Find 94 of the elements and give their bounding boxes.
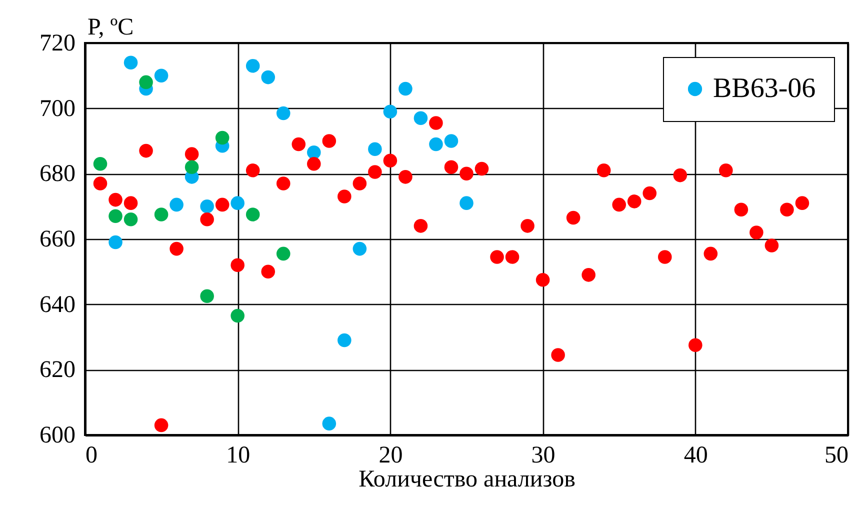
point: [474, 162, 489, 176]
point: [383, 104, 398, 118]
y-tick-label: 640: [40, 292, 76, 318]
point: [154, 68, 168, 83]
point: [215, 198, 230, 212]
point: [322, 134, 336, 148]
point: [460, 196, 474, 210]
y-tick-label: 680: [40, 161, 76, 188]
x-axis-title: Количество анализов: [358, 466, 576, 492]
point: [338, 190, 352, 204]
point: [184, 147, 199, 161]
point: [307, 146, 321, 160]
point: [642, 186, 657, 200]
point: [368, 165, 382, 179]
point: [170, 198, 184, 212]
point: [612, 198, 626, 212]
point: [460, 166, 474, 181]
point: [352, 176, 367, 190]
y-tick-label: 620: [40, 357, 76, 384]
point: [536, 272, 550, 287]
point: [139, 75, 153, 90]
point: [124, 196, 138, 210]
point: [688, 338, 702, 352]
point: [704, 246, 718, 261]
point: [230, 196, 244, 210]
point: [780, 202, 794, 216]
point: [246, 58, 260, 73]
point: [246, 208, 260, 222]
point: [200, 212, 214, 226]
point: [200, 199, 214, 214]
point: [170, 242, 184, 256]
point: [124, 212, 138, 226]
point: [276, 176, 290, 190]
point: [750, 226, 764, 240]
point: [444, 134, 458, 148]
point: [673, 168, 688, 182]
point: [139, 144, 153, 158]
point: [246, 164, 260, 178]
point: [215, 130, 230, 145]
point: [184, 160, 199, 174]
point: [596, 164, 611, 178]
point: [398, 170, 412, 184]
point: [108, 209, 122, 224]
point: [368, 142, 382, 156]
point: [230, 258, 244, 272]
point: [383, 154, 398, 168]
point: [490, 250, 504, 264]
point: [658, 250, 672, 264]
point: [261, 70, 276, 84]
point: [108, 192, 122, 207]
y-axis-title: P, ºC: [88, 14, 134, 40]
point: [307, 156, 321, 171]
point: [93, 156, 108, 171]
point: [276, 246, 290, 261]
point: [292, 137, 306, 152]
x-tick-label: 20: [378, 442, 403, 468]
point: [444, 160, 458, 174]
point: [154, 208, 168, 222]
x-tick-label: 40: [684, 442, 708, 468]
point: [108, 235, 122, 250]
y-tick-label: 600: [40, 422, 76, 448]
y-tick-label: 660: [40, 226, 76, 252]
point: [414, 111, 428, 126]
point: [93, 176, 108, 190]
point: [124, 56, 138, 70]
point: [734, 202, 748, 216]
legend-label: BB63-06: [713, 73, 816, 104]
point: [429, 137, 443, 152]
point: [582, 268, 596, 282]
x-tick-label: 30: [531, 442, 556, 468]
point: [764, 238, 779, 252]
point: [566, 210, 580, 225]
x-tick-label: 10: [226, 442, 250, 468]
point: [398, 82, 412, 96]
point: [338, 333, 352, 348]
point: [429, 116, 443, 130]
x-tick-label: 50: [824, 442, 848, 468]
point: [795, 196, 810, 210]
point: [322, 416, 336, 430]
point: [505, 250, 520, 264]
point: [551, 348, 565, 362]
x-tick-label: 0: [86, 442, 98, 468]
y-tick-label: 720: [40, 30, 76, 56]
y-tick-label: 700: [40, 96, 76, 122]
point: [719, 164, 733, 178]
point: [520, 219, 534, 233]
point: [200, 289, 214, 304]
point: [230, 308, 244, 323]
point: [261, 264, 276, 279]
point: [276, 106, 290, 120]
point: [154, 418, 168, 432]
point: [414, 219, 428, 233]
point: [627, 194, 642, 208]
point: [352, 242, 367, 256]
